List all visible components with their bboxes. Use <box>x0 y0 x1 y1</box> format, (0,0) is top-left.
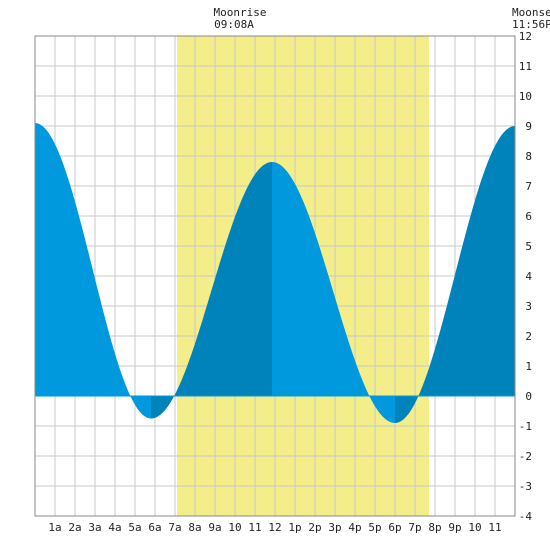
x-tick-label: 4a <box>108 521 121 534</box>
y-tick-label: 4 <box>525 270 532 283</box>
moonrise-time: 09:08A <box>214 18 254 31</box>
falling-tide-segment <box>272 162 395 423</box>
x-tick-label: 10 <box>228 521 241 534</box>
y-tick-label: 6 <box>525 210 532 223</box>
moonset-label: Moonset <box>512 6 550 19</box>
x-tick-label: 6a <box>148 521 161 534</box>
x-tick-label: 2p <box>308 521 321 534</box>
y-tick-label: 9 <box>525 120 532 133</box>
y-tick-label: 0 <box>525 390 532 403</box>
y-tick-label: -2 <box>519 450 532 463</box>
x-tick-label: 8p <box>428 521 441 534</box>
x-tick-label: 4p <box>348 521 361 534</box>
x-tick-label: 10 <box>468 521 481 534</box>
x-tick-label: 5a <box>128 521 141 534</box>
y-tick-label: 1 <box>525 360 532 373</box>
y-tick-label: 7 <box>525 180 532 193</box>
y-tick-label: -3 <box>519 480 532 493</box>
falling-tide-segment <box>35 123 151 419</box>
x-tick-label: 3a <box>88 521 101 534</box>
moonrise-label: Moonrise <box>214 6 267 19</box>
x-axis-ticks: 1a 2a 3a 4a 5a 6a 7a 8a 9a 10 11 12 1p 2p 3p 4p 5p 6p 7p 8p… <box>48 521 501 534</box>
x-tick-label: 5p <box>368 521 381 534</box>
y-tick-label: 8 <box>525 150 532 163</box>
x-tick-label: 8a <box>188 521 201 534</box>
y-tick-label: 5 <box>525 240 532 253</box>
y-tick-label: 10 <box>519 90 532 103</box>
plot-border <box>34 35 516 517</box>
x-tick-label: 7a <box>168 521 181 534</box>
x-tick-label: 11 <box>488 521 501 534</box>
x-tick-label: 12 <box>268 521 281 534</box>
x-tick-label: 7p <box>408 521 421 534</box>
x-tick-label: 1a <box>48 521 61 534</box>
x-tick-label: 3p <box>328 521 341 534</box>
rising-tide-segment <box>151 162 272 419</box>
y-tick-label: 11 <box>519 60 532 73</box>
y-tick-label: 3 <box>525 300 532 313</box>
x-tick-label: 6p <box>388 521 401 534</box>
rising-tide-segment <box>395 126 515 423</box>
x-tick-label: 11 <box>248 521 261 534</box>
y-tick-label: 2 <box>525 330 532 343</box>
x-tick-label: 1p <box>288 521 301 534</box>
x-tick-label: 9a <box>208 521 221 534</box>
y-tick-label: -1 <box>519 420 532 433</box>
tide-area <box>35 123 515 423</box>
x-tick-label: 2a <box>68 521 81 534</box>
grid-lines <box>35 35 515 517</box>
y-tick-label: -4 <box>519 510 533 523</box>
y-tick-label: 12 <box>519 30 532 43</box>
moonset-time: 11:56P <box>512 18 550 31</box>
x-tick-label: 9p <box>448 521 461 534</box>
